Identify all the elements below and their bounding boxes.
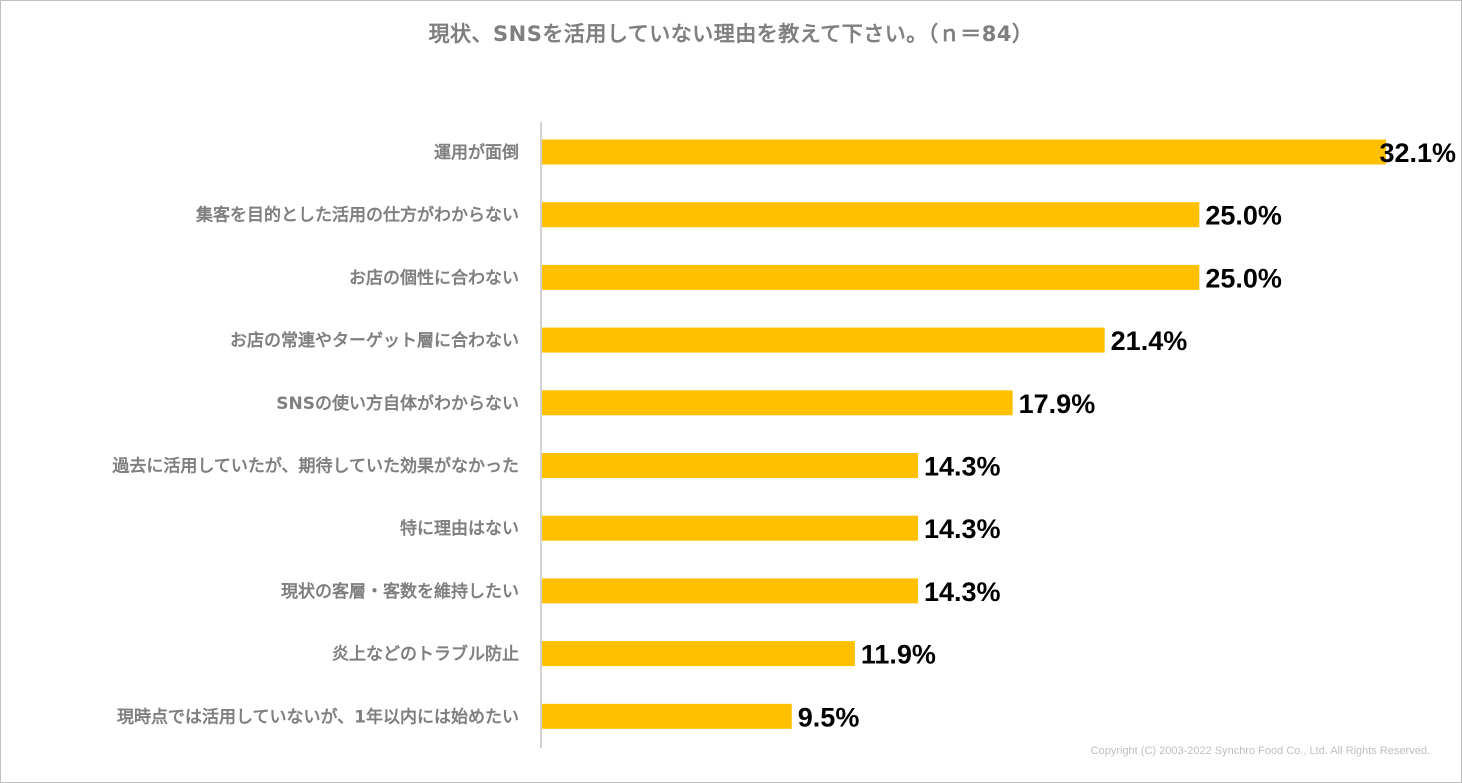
bar [542,202,1200,228]
data-label: 17.9% [1019,389,1096,419]
category-label: 現状の客層・客数を維持したい [281,581,519,602]
bar [542,453,918,478]
data-label: 25.0% [1205,263,1282,293]
bar [542,390,1013,416]
category-label: お店の個性に合わない [349,267,519,288]
category-label: 過去に活用していたが、期待していた効果がなかった [112,456,519,477]
category-label: 現時点では活用していないが、1年以内には始めたい [117,706,519,727]
bar [542,139,1386,165]
copyright-notice: Copyright (C) 2003-2022 Synchro Food Co.… [1090,745,1430,757]
bar [542,578,918,604]
chart-title: 現状、SNSを活用していない理由を教えて下さい。（ｎ＝84） [428,22,1034,46]
category-label: 運用が面倒 [434,142,519,163]
category-label: お店の常連やターゲット層に合わない [230,330,519,351]
data-label: 9.5% [798,702,860,732]
bar [542,264,1200,290]
data-label: 14.3% [924,514,1001,544]
bar [542,515,918,541]
bar [542,641,855,667]
data-label: 32.1% [1379,138,1456,168]
data-label: 14.3% [924,452,1001,482]
bar [542,703,792,729]
data-label: 11.9% [861,640,936,670]
category-label: 特に理由はない [400,518,519,539]
category-label: SNSの使い方自体がわからない [276,393,519,414]
category-label: 集客を目的とした活用の仕方がわからない [195,205,519,226]
data-label: 25.0% [1205,201,1282,231]
category-label: 炎上などのトラブル防止 [332,644,519,665]
data-label: 14.3% [924,577,1001,607]
data-label: 21.4% [1111,326,1188,356]
bar [542,327,1105,353]
